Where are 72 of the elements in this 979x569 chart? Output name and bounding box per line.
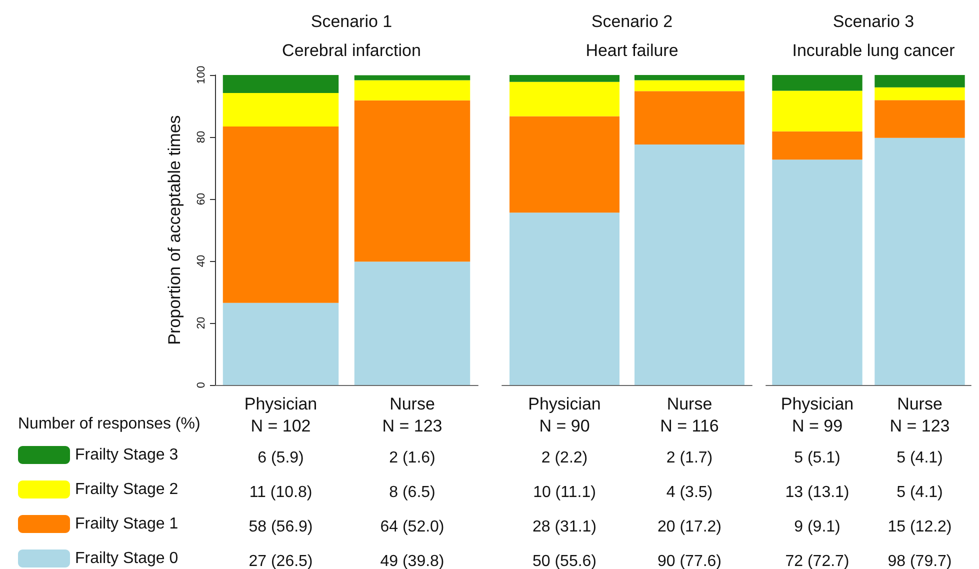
x-tick-label: Physician N = 99	[780, 394, 854, 436]
bar	[510, 82, 620, 116]
data-label: 72 (72.7)	[785, 553, 850, 569]
bar	[354, 80, 470, 100]
data-label: 98 (79.7)	[888, 553, 952, 569]
chart-title: Scenario 1	[310, 12, 392, 31]
bar	[354, 262, 470, 385]
chart-subtitle: Incurable lung cancer	[792, 41, 956, 60]
data-label: 13 (13.1)	[785, 484, 850, 501]
data-label: 5 (4.1)	[896, 450, 943, 466]
data-label: 2 (1.6)	[389, 450, 436, 466]
bar	[222, 92, 339, 126]
bar	[634, 75, 744, 80]
chart-title: Scenario 3	[832, 12, 914, 31]
bar	[634, 80, 744, 92]
data-label: 9 (9.1)	[794, 518, 840, 536]
data-label: 15 (12.2)	[888, 518, 952, 536]
bar	[874, 100, 965, 138]
y-tick-label: 80	[196, 130, 208, 144]
y-axis-title: Proportion of acceptable times	[165, 115, 184, 345]
data-label: 4 (3.5)	[666, 484, 713, 501]
data-label: 58 (56.9)	[248, 518, 313, 536]
bar	[222, 75, 339, 93]
chart-subtitle: Heart failure	[586, 41, 678, 60]
data-label: 5 (5.1)	[794, 450, 840, 466]
y-tick-label: 0	[196, 382, 208, 388]
bar	[222, 126, 339, 303]
data-label: 11 (10.8)	[249, 484, 312, 501]
legend-label: Frailty Stage 0	[75, 550, 178, 567]
bar	[510, 116, 620, 213]
text: Number of responses (%)	[18, 416, 200, 432]
data-label: 28 (31.1)	[532, 518, 597, 536]
y-tick-label: 40	[196, 254, 208, 268]
x-tick-label: Nurse N = 123	[382, 394, 442, 436]
bar	[772, 75, 862, 91]
bar	[510, 212, 620, 385]
legend-label: Frailty Stage 1	[75, 516, 178, 532]
bar	[634, 91, 744, 144]
bar	[510, 75, 620, 82]
data-label: 10 (11.1)	[533, 484, 596, 501]
bar	[772, 160, 862, 385]
data-label: 8 (6.5)	[389, 484, 436, 501]
bar	[634, 144, 744, 385]
chart-title: Scenario 2	[591, 12, 673, 31]
data-label: 90 (77.6)	[657, 553, 722, 569]
x-tick-label: Physician N = 90	[528, 394, 601, 436]
legend-label: Frailty Stage 3	[75, 446, 178, 464]
x-tick-label: Nurse N = 123	[890, 394, 950, 436]
data-label: 64 (52.0)	[380, 518, 444, 536]
x-tick-label: Nurse N = 116	[660, 394, 719, 436]
bar	[874, 87, 965, 100]
y-tick-label: 100	[196, 66, 208, 84]
bar	[772, 90, 862, 132]
data-label: 49 (39.8)	[380, 553, 444, 569]
bar	[772, 131, 862, 160]
bar	[874, 75, 965, 88]
y-tick-label: 60	[196, 192, 208, 206]
data-label: 6 (5.9)	[258, 450, 304, 466]
data-label: 50 (55.6)	[532, 553, 597, 569]
data-label: 2 (1.7)	[666, 450, 713, 466]
bar	[874, 138, 965, 385]
data-label: 27 (26.5)	[248, 553, 313, 569]
legend-label: Frailty Stage 2	[75, 481, 178, 498]
chart-subtitle: Cerebral infarction	[282, 41, 421, 60]
data-label: 20 (17.2)	[657, 518, 722, 536]
bar	[354, 100, 470, 262]
y-tick-label: 20	[196, 316, 208, 330]
bar	[354, 75, 470, 80]
bar	[222, 302, 339, 385]
data-label: 5 (4.1)	[896, 484, 943, 501]
x-tick-label: Physician N = 102	[244, 394, 318, 436]
data-label: 2 (2.2)	[541, 450, 588, 466]
